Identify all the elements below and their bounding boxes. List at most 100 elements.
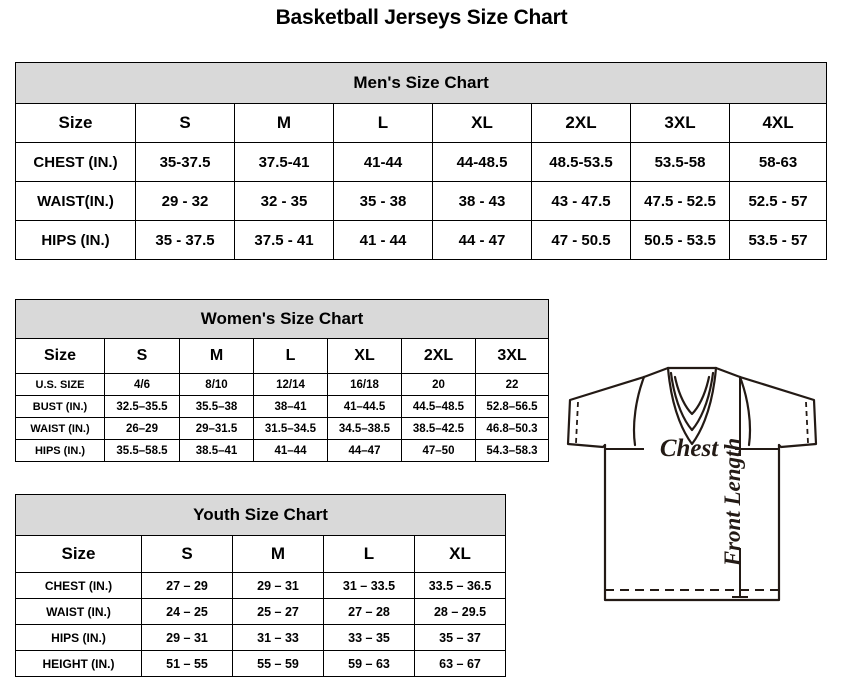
mens-col-header-4xl: 4XL bbox=[728, 103, 828, 143]
mens-hips-m: 37.5 - 41 bbox=[234, 220, 334, 260]
youth-col-header-l: L bbox=[323, 535, 415, 573]
mens-waist-2xl: 43 - 47.5 bbox=[531, 181, 631, 221]
table-row: CHEST (IN.) 27 – 29 29 – 31 31 – 33.5 33… bbox=[15, 572, 507, 599]
mens-header-row: Size S M L XL 2XL 3XL 4XL bbox=[15, 103, 828, 143]
womens-waist-2xl: 38.5–42.5 bbox=[401, 417, 476, 440]
youth-hips-m: 31 – 33 bbox=[232, 624, 324, 651]
mens-col-header-size: Size bbox=[15, 103, 136, 143]
womens-col-header-2xl: 2XL bbox=[401, 338, 476, 374]
womens-row-label-waist: WAIST (IN.) bbox=[15, 417, 105, 440]
womens-us-size-xl: 16/18 bbox=[327, 373, 402, 396]
womens-hips-3xl: 54.3–58.3 bbox=[474, 439, 550, 462]
womens-row-label-bust: BUST (IN.) bbox=[15, 395, 105, 418]
mens-hips-2xl: 47 - 50.5 bbox=[531, 220, 631, 260]
youth-col-header-xl: XL bbox=[413, 535, 507, 573]
youth-height-s: 51 – 55 bbox=[141, 650, 233, 677]
mens-caption-row: Men's Size Chart bbox=[14, 62, 828, 104]
table-row: WAIST(IN.) 29 - 32 32 - 35 35 - 38 38 - … bbox=[15, 181, 828, 221]
womens-us-size-m: 8/10 bbox=[179, 373, 254, 396]
youth-waist-m: 25 – 27 bbox=[232, 598, 324, 625]
table-row: HIPS (IN.) 35.5–58.5 38.5–41 41–44 44–47… bbox=[15, 439, 550, 462]
mens-row-label-hips: HIPS (IN.) bbox=[15, 220, 136, 260]
womens-bust-s: 32.5–35.5 bbox=[104, 395, 180, 418]
chest-label: Chest bbox=[660, 435, 719, 462]
womens-us-size-3xl: 22 bbox=[474, 373, 550, 396]
youth-col-header-m: M bbox=[232, 535, 324, 573]
youth-height-xl: 63 – 67 bbox=[413, 650, 507, 677]
mens-waist-m: 32 - 35 bbox=[234, 181, 334, 221]
womens-us-size-2xl: 20 bbox=[401, 373, 476, 396]
mens-chest-l: 41-44 bbox=[333, 142, 433, 182]
youth-hips-s: 29 – 31 bbox=[141, 624, 233, 651]
youth-waist-s: 24 – 25 bbox=[141, 598, 233, 625]
womens-us-size-s: 4/6 bbox=[104, 373, 180, 396]
mens-chest-s: 35-37.5 bbox=[135, 142, 235, 182]
womens-bust-3xl: 52.8–56.5 bbox=[474, 395, 550, 418]
mens-waist-3xl: 47.5 - 52.5 bbox=[630, 181, 730, 221]
mens-chest-xl: 44-48.5 bbox=[432, 142, 532, 182]
mens-hips-4xl: 53.5 - 57 bbox=[728, 220, 828, 260]
mens-col-header-xl: XL bbox=[432, 103, 532, 143]
mens-waist-s: 29 - 32 bbox=[135, 181, 235, 221]
table-row: WAIST (IN.) 24 – 25 25 – 27 27 – 28 28 –… bbox=[15, 598, 507, 625]
womens-waist-s: 26–29 bbox=[104, 417, 180, 440]
youth-row-label-height: HEIGHT (IN.) bbox=[15, 650, 142, 677]
front-length-label: Front Length bbox=[720, 438, 745, 567]
womens-chart-caption: Women's Size Chart bbox=[14, 299, 550, 339]
table-row: HIPS (IN.) 35 - 37.5 37.5 - 41 41 - 44 4… bbox=[15, 220, 828, 260]
womens-bust-l: 38–41 bbox=[253, 395, 328, 418]
youth-chart-caption: Youth Size Chart bbox=[14, 494, 507, 536]
table-row: HIPS (IN.) 29 – 31 31 – 33 33 – 35 35 – … bbox=[15, 624, 507, 651]
womens-col-header-xl: XL bbox=[327, 338, 402, 374]
mens-row-label-chest: CHEST (IN.) bbox=[15, 142, 136, 182]
jersey-outline bbox=[566, 366, 818, 602]
mens-chest-4xl: 58-63 bbox=[728, 142, 828, 182]
womens-hips-2xl: 47–50 bbox=[401, 439, 476, 462]
youth-height-m: 55 – 59 bbox=[232, 650, 324, 677]
table-row: CHEST (IN.) 35-37.5 37.5-41 41-44 44-48.… bbox=[15, 142, 828, 182]
womens-row-label-us-size: U.S. SIZE bbox=[15, 373, 105, 396]
youth-col-header-s: S bbox=[141, 535, 233, 573]
table-row: HEIGHT (IN.) 51 – 55 55 – 59 59 – 63 63 … bbox=[15, 650, 507, 677]
mens-chest-2xl: 48.5-53.5 bbox=[531, 142, 631, 182]
womens-col-header-l: L bbox=[253, 338, 328, 374]
youth-hips-l: 33 – 35 bbox=[323, 624, 415, 651]
womens-hips-l: 41–44 bbox=[253, 439, 328, 462]
womens-waist-3xl: 46.8–50.3 bbox=[474, 417, 550, 440]
youth-chest-l: 31 – 33.5 bbox=[323, 572, 415, 599]
womens-hips-s: 35.5–58.5 bbox=[104, 439, 180, 462]
womens-header-row: Size S M L XL 2XL 3XL bbox=[15, 338, 550, 374]
mens-col-header-s: S bbox=[135, 103, 235, 143]
mens-col-header-l: L bbox=[333, 103, 433, 143]
youth-waist-xl: 28 – 29.5 bbox=[413, 598, 507, 625]
womens-hips-m: 38.5–41 bbox=[179, 439, 254, 462]
jersey-measurement-diagram: Chest Front Length bbox=[556, 352, 840, 640]
mens-hips-l: 41 - 44 bbox=[333, 220, 433, 260]
mens-waist-xl: 38 - 43 bbox=[432, 181, 532, 221]
womens-hips-xl: 44–47 bbox=[327, 439, 402, 462]
mens-chest-m: 37.5-41 bbox=[234, 142, 334, 182]
mens-waist-4xl: 52.5 - 57 bbox=[728, 181, 828, 221]
sleeve-hem-stitching bbox=[575, 401, 809, 444]
youth-row-label-waist: WAIST (IN.) bbox=[15, 598, 142, 625]
youth-size-chart-table: Youth Size Chart Size S M L XL CHEST (IN… bbox=[14, 494, 507, 677]
womens-waist-m: 29–31.5 bbox=[179, 417, 254, 440]
front-length-measure-line bbox=[732, 377, 748, 598]
page-title: Basketball Jerseys Size Chart bbox=[275, 6, 568, 29]
mens-chest-3xl: 53.5-58 bbox=[630, 142, 730, 182]
youth-waist-l: 27 – 28 bbox=[323, 598, 415, 625]
womens-col-header-m: M bbox=[179, 338, 254, 374]
mens-hips-s: 35 - 37.5 bbox=[135, 220, 235, 260]
mens-hips-xl: 44 - 47 bbox=[432, 220, 532, 260]
womens-bust-xl: 41–44.5 bbox=[327, 395, 402, 418]
womens-col-header-size: Size bbox=[15, 338, 105, 374]
womens-bust-m: 35.5–38 bbox=[179, 395, 254, 418]
youth-chest-s: 27 – 29 bbox=[141, 572, 233, 599]
mens-chart-caption: Men's Size Chart bbox=[14, 62, 828, 104]
youth-caption-row: Youth Size Chart bbox=[14, 494, 507, 536]
womens-waist-xl: 34.5–38.5 bbox=[327, 417, 402, 440]
mens-size-chart-table: Men's Size Chart Size S M L XL 2XL 3XL 4… bbox=[14, 62, 828, 260]
mens-col-header-3xl: 3XL bbox=[630, 103, 730, 143]
youth-height-l: 59 – 63 bbox=[323, 650, 415, 677]
mens-waist-l: 35 - 38 bbox=[333, 181, 433, 221]
